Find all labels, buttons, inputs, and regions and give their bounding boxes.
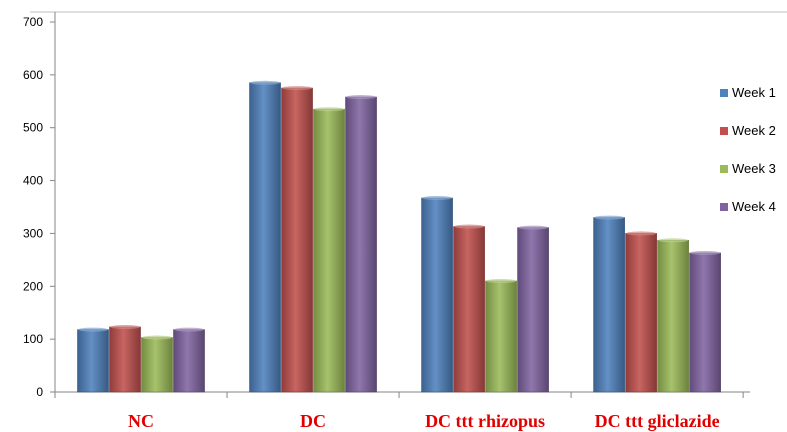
y-tick-label: 300 [23, 226, 43, 240]
y-tick-label: 0 [36, 385, 43, 399]
bar-top-highlight [142, 335, 173, 340]
bar-week-4-dc [345, 96, 377, 393]
bar-week-1-dc [249, 82, 281, 393]
category-label: NC [128, 411, 154, 431]
category-label: DC ttt gliclazide [595, 411, 720, 431]
bars [77, 80, 721, 393]
bar-top-highlight [346, 95, 377, 100]
bar-top-highlight [594, 215, 625, 220]
bar-top-highlight [314, 107, 345, 112]
bar-top-highlight [626, 231, 657, 236]
bar-week-1-dc-ttt-rhizopus [421, 197, 453, 393]
y-tick-label: 200 [23, 279, 43, 293]
legend-label: Week 3 [732, 161, 776, 176]
legend-label: Week 1 [732, 85, 776, 100]
y-tick-label: 100 [23, 332, 43, 346]
legend: Week 1 Week 2 Week 3 Week 4 [720, 85, 776, 214]
bar-week-2-dc-ttt-gliclazide [625, 233, 657, 393]
bar-week-2-nc [109, 326, 141, 393]
bar-week-2-dc [281, 87, 313, 393]
bar-week-4-dc-ttt-gliclazide [689, 252, 721, 393]
bar-week-3-dc [313, 108, 345, 393]
bar-top-highlight [486, 279, 517, 283]
y-tick-label: 600 [23, 68, 43, 82]
y-tick-label: 400 [23, 174, 43, 188]
bar-top-highlight [110, 324, 141, 329]
bar-week-1-nc [77, 329, 109, 393]
x-axis [54, 391, 750, 398]
y-axis: 0 100 200 300 400 500 600 700 [23, 12, 56, 399]
bar-top-highlight [174, 327, 205, 332]
bar-top-highlight [658, 238, 689, 243]
bar-top-highlight [690, 250, 721, 255]
category-label: DC ttt rhizopus [425, 411, 545, 431]
legend-swatch [720, 165, 728, 173]
legend-swatch [720, 203, 728, 211]
bar-week-1-dc-ttt-gliclazide [593, 217, 625, 393]
legend-label: Week 2 [732, 123, 776, 138]
bar-top-highlight [78, 327, 109, 332]
bar-week-4-nc [173, 329, 205, 393]
category-label: DC [300, 411, 326, 431]
bar-week-3-dc-ttt-rhizopus [485, 280, 517, 393]
legend-label: Week 4 [732, 199, 776, 214]
bar-top-highlight [454, 224, 485, 229]
bar-top-highlight [518, 225, 549, 230]
bar-top-highlight [282, 86, 313, 91]
category-labels: NC DC DC ttt rhizopus DC ttt gliclazide [128, 411, 720, 431]
legend-swatch [720, 89, 728, 97]
bar-top-highlight [250, 80, 281, 85]
y-tick-label: 700 [23, 15, 43, 29]
bar-week-3-dc-ttt-gliclazide [657, 240, 689, 393]
bar-top-highlight [422, 196, 453, 201]
bar-week-2-dc-ttt-rhizopus [453, 226, 485, 393]
y-tick-label: 500 [23, 121, 43, 135]
bar-week-4-dc-ttt-rhizopus [517, 227, 549, 393]
bar-week-3-nc [141, 337, 173, 393]
legend-swatch [720, 127, 728, 135]
